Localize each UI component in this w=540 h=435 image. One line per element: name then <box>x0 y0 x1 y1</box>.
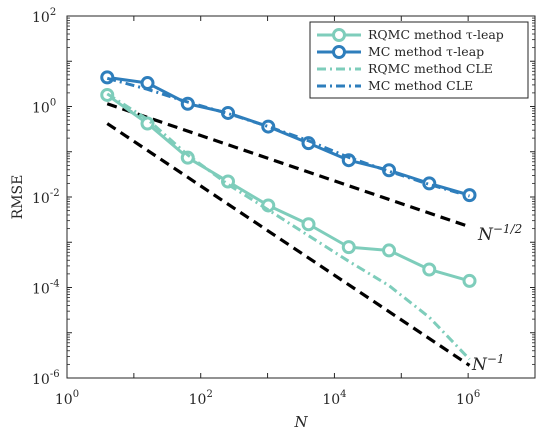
series-line <box>106 93 470 283</box>
y-tick-label-base: 10 <box>32 282 50 298</box>
x-tick-label-exponent: 0 <box>73 389 79 400</box>
legend-item-4: MC method CLE <box>317 78 473 93</box>
legend: RQMC method τ-leap MC method τ-leap RQMC m… <box>309 21 529 99</box>
legend-marker <box>332 28 346 42</box>
y-tick-label-exponent: -2 <box>50 188 60 199</box>
reference-line-label-1-exponent: −1/2 <box>493 222 522 236</box>
data-point <box>341 240 356 255</box>
series-4 <box>106 76 470 198</box>
legend-label: RQMC method CLE <box>368 61 493 76</box>
series-lines <box>100 70 477 361</box>
y-tick-label: 10-2 <box>32 188 60 207</box>
reference-line-label-1: N−1/2 <box>477 222 522 245</box>
y-tick-label-exponent: 2 <box>50 7 56 18</box>
data-point <box>462 273 477 288</box>
x-tick-label-base: 10 <box>189 392 207 408</box>
y-tick-label-base: 10 <box>32 10 50 26</box>
y-tick-label-base: 10 <box>32 191 50 207</box>
legend-item-1: RQMC method τ-leap <box>317 27 504 42</box>
data-point <box>221 174 236 189</box>
x-tick-label-exponent: 6 <box>474 389 480 400</box>
reference-line-annotations: N−1/2N−1 <box>471 222 522 375</box>
x-tick-label-exponent: 4 <box>340 389 346 400</box>
data-point <box>100 70 115 85</box>
x-tick-label-exponent: 2 <box>206 389 212 400</box>
data-point <box>140 116 155 131</box>
data-point <box>422 176 437 191</box>
x-tick-label: 102 <box>189 389 213 408</box>
series-line <box>106 92 471 361</box>
reference-line-label-1-base: N <box>477 225 494 245</box>
x-tick-label: 106 <box>456 389 480 408</box>
data-point <box>422 262 437 277</box>
x-tick-label-base: 10 <box>322 392 340 408</box>
x-tick-label-base: 10 <box>456 392 474 408</box>
y-tick-label-exponent: -6 <box>50 369 60 380</box>
axis-ticks <box>66 15 536 379</box>
y-axis-label: RMSE <box>10 175 26 220</box>
reference-line-label-2-exponent: −1 <box>487 352 505 366</box>
x-tick-label: 100 <box>55 389 79 408</box>
y-tick-label: 100 <box>32 98 56 117</box>
x-axis-label: N <box>293 413 308 431</box>
legend-label: RQMC method τ-leap <box>368 27 504 42</box>
reference-line-label-2-base: N <box>471 355 488 375</box>
x-tick-label-base: 10 <box>55 392 73 408</box>
reference-line-label-2: N−1 <box>471 352 505 375</box>
series-line <box>106 76 470 198</box>
legend-label: MC method CLE <box>368 78 473 93</box>
series-3 <box>106 92 471 361</box>
legend-label: MC method τ-leap <box>368 44 484 59</box>
legend-item-2: MC method τ-leap <box>317 44 484 59</box>
reference-line-2 <box>106 122 471 367</box>
legend-marker <box>332 45 346 59</box>
data-point <box>301 217 316 232</box>
y-tick-label: 10-6 <box>32 369 60 388</box>
series-1 <box>100 87 477 288</box>
data-point <box>180 150 195 165</box>
y-tick-label-base: 10 <box>32 101 50 117</box>
x-tick-label: 104 <box>322 389 346 408</box>
reference-lines <box>106 102 471 367</box>
y-tick-label-exponent: -4 <box>50 279 60 290</box>
y-tick-label: 10-4 <box>32 279 60 298</box>
y-tick-label-exponent: 0 <box>50 98 56 109</box>
data-point <box>261 119 276 134</box>
data-point <box>140 76 155 91</box>
data-point <box>382 243 397 258</box>
y-tick-label: 102 <box>32 7 56 26</box>
legend-item-3: RQMC method CLE <box>317 61 493 76</box>
y-tick-label-base: 10 <box>32 372 50 388</box>
